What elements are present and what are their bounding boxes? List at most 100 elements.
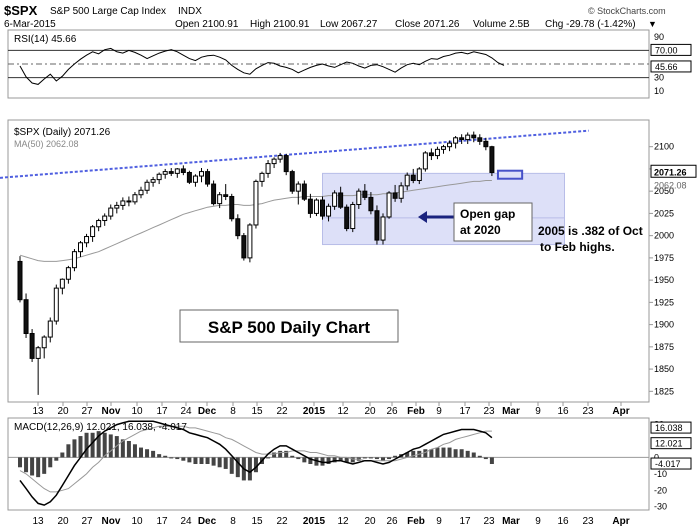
candle-body-51 (326, 205, 332, 217)
macd-ytick--10: -10 (654, 469, 667, 479)
rsi-ytick-10: 10 (654, 86, 664, 96)
macd-hist-bar-2 (30, 457, 35, 476)
macd-xtick-12: 12 (337, 516, 349, 527)
macd-hist-bar-71 (447, 447, 452, 458)
candle-body-54 (344, 206, 350, 230)
candle-body-48 (307, 198, 313, 214)
macd-hist-bar-69 (435, 447, 440, 458)
candle-body-47 (301, 183, 307, 200)
close-value: Close 2071.26 (395, 19, 460, 30)
x-axis: 13 20 27 Nov 10 17 24 Dec 8 15 22 2015 12 20 26 Feb 9 17 2… (32, 402, 630, 527)
macd-hist-bar-21 (145, 449, 150, 458)
fib-annotation-line2: to Feb highs. (540, 240, 615, 254)
candle-body-57 (362, 190, 368, 198)
price-xtick-9: 15 (251, 406, 263, 417)
macd-xtick-9: 15 (251, 516, 263, 527)
macd-hist-bar-74 (465, 450, 470, 458)
candle-body-9 (71, 251, 77, 269)
symbol: $SPX (4, 3, 38, 18)
price-last-value-label: 2071.26 (654, 167, 687, 177)
chart-title: S&P 500 Daily Chart (208, 318, 371, 337)
price-xtick-18: 23 (483, 406, 495, 417)
gap-annotation-line2: at 2020 (460, 223, 501, 237)
candle-body-5 (47, 320, 53, 338)
macd-hist-bar-17 (120, 439, 125, 458)
candle-body-69 (434, 148, 440, 157)
gap-annotation-line1: Open gap (460, 207, 515, 221)
macd-hist-bar-1 (24, 457, 29, 473)
candle-body-37 (241, 235, 247, 259)
candle-body-66 (416, 168, 422, 181)
price-xtick-3: Nov (102, 406, 121, 417)
macd-xtick-1: 20 (57, 516, 69, 527)
candle-body-67 (422, 152, 428, 170)
macd-hist-bar-34 (223, 457, 228, 469)
candle-body-14 (102, 215, 108, 222)
macd-hist-bar-5 (48, 457, 53, 468)
candle-body-26 (174, 168, 180, 174)
macd-hist-bar-67 (423, 449, 428, 458)
gap-box (496, 169, 524, 180)
price-panel: 1825 1850 1875 1900 1925 1950 1975 2000 2025 2050… (0, 129, 697, 396)
candle-body-60 (380, 216, 386, 241)
price-xtick-20: 9 (535, 406, 541, 417)
price-legend: $SPX (Daily) 2071.26 (14, 127, 111, 138)
candle-body-56 (356, 190, 362, 206)
macd-hist-bar-48 (308, 457, 313, 464)
candle-body-36 (235, 218, 241, 237)
macd-hist-bar-59 (374, 457, 379, 460)
macd-hist-bar-42 (272, 452, 277, 458)
candle-body-77 (483, 140, 489, 148)
price-xtick-8: 8 (230, 406, 236, 417)
candle-body-52 (332, 192, 338, 207)
macd-hist-bar-55 (350, 457, 355, 463)
candle-body-22 (150, 179, 156, 183)
macd-hist-bar-52 (332, 457, 337, 463)
price-ytick-2050: 2050 (654, 186, 674, 196)
price-xtick-0: 13 (32, 406, 44, 417)
candle-body-34 (223, 194, 229, 198)
candle-body-46 (295, 183, 301, 192)
rsi-ytick-30: 30 (654, 73, 664, 83)
macd-hist-bar-45 (290, 455, 295, 458)
macd-hist-bar-7 (60, 452, 65, 458)
macd-ytick--20: -20 (654, 485, 667, 495)
candle-body-11 (84, 236, 90, 244)
price-xtick-12: 12 (337, 406, 349, 417)
macd-hist-bar-15 (108, 434, 113, 458)
candle-body-39 (253, 180, 259, 226)
price-ytick-1850: 1850 (654, 364, 674, 374)
macd-hist-bar-8 (66, 444, 71, 458)
macd-hist-bar-23 (157, 454, 162, 458)
macd-hist-bar-29 (193, 457, 198, 464)
rsi-ytick-90: 90 (654, 32, 664, 42)
macd-hist-bar-20 (139, 447, 143, 458)
candle-body-61 (386, 192, 392, 218)
macd-hist-bar-60 (381, 457, 385, 461)
macd-hist-bar-31 (205, 457, 210, 464)
macd-hist-bar-77 (483, 457, 488, 460)
macd-hist-bar-24 (163, 455, 168, 458)
macd-hist-bar-73 (459, 449, 464, 458)
macd-hist-bar-10 (78, 436, 83, 458)
candle-body-20 (138, 189, 144, 196)
macd-xtick-22: 23 (582, 516, 594, 527)
macd-panel-frame (7, 417, 650, 511)
macd-hist-bar-35 (229, 457, 234, 474)
macd-xtick-15: Feb (407, 516, 425, 527)
candle-body-32 (211, 183, 217, 205)
resistance-trendline (0, 129, 589, 179)
macd-hist-bar-47 (302, 457, 307, 463)
macd-hist-bar-32 (211, 457, 216, 466)
candle-body-75 (471, 134, 477, 139)
macd-hist-bar-39 (253, 457, 258, 473)
candle-body-1 (23, 299, 29, 335)
candle-body-8 (65, 267, 71, 280)
price-xtick-19: Mar (502, 406, 520, 417)
candle-body-50 (320, 199, 325, 217)
rsi-last-value-box (650, 60, 692, 73)
macd-hist-bar-13 (96, 431, 101, 458)
candle-body-73 (459, 137, 465, 141)
macd-xtick-7: Dec (198, 516, 217, 527)
